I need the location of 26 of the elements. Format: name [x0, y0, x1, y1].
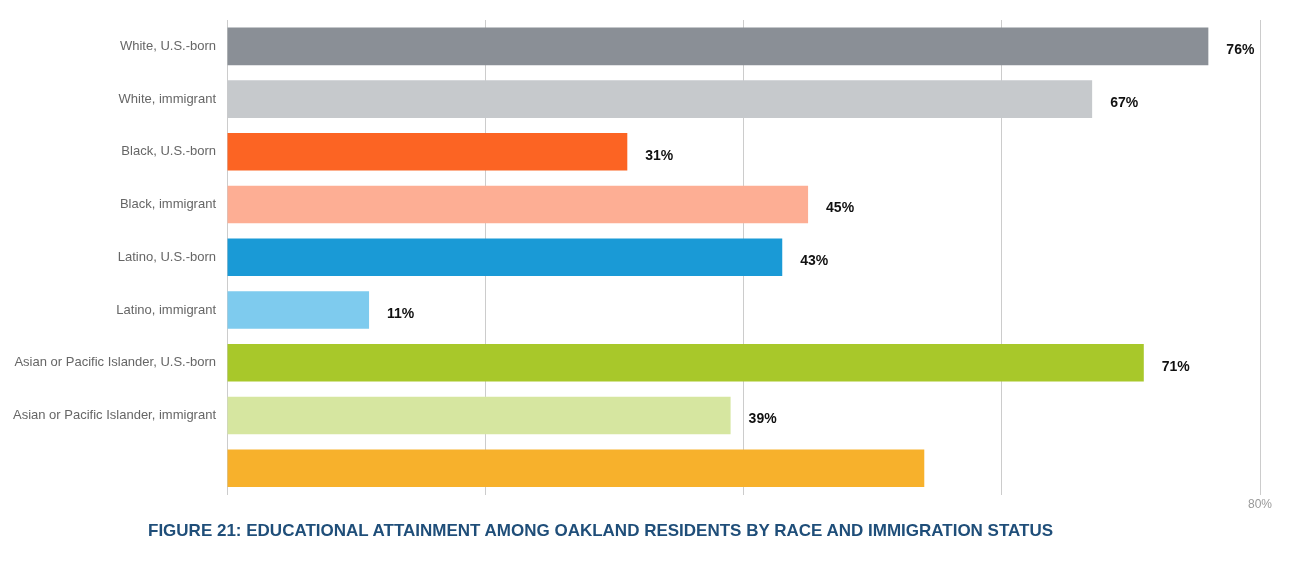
- data-label: 71%: [1161, 357, 1191, 374]
- data-label: 67%: [1110, 93, 1139, 110]
- text: FIGURE 21: EDUCATIONAL ATTAINMENT AMONG OAKLAND RESIDENTS BY RACE AND IMMIGRATION STATUS: [148, 520, 1055, 542]
- x-tick-label: 80%: [1247, 497, 1273, 512]
- bar: [227, 185, 809, 224]
- y-tick-label: Black, U.S.-born: [121, 143, 217, 159]
- y-tick-label: Latino, immigrant: [116, 301, 217, 317]
- y-tick-label: White, U.S.-born: [119, 37, 217, 53]
- y-tick-label: Latino, U.S.-born: [117, 248, 217, 264]
- bar: [227, 291, 370, 329]
- bar: [227, 238, 783, 277]
- bar: [227, 133, 628, 171]
- data-label: 39%: [748, 410, 778, 427]
- data-label: 11%: [387, 304, 415, 321]
- data-label: 43%: [800, 252, 829, 269]
- y-tick-label: Black, immigrant: [119, 196, 217, 212]
- bar: [227, 449, 925, 488]
- data-label: 76%: [1226, 41, 1255, 58]
- bar: [227, 396, 731, 435]
- bar: [227, 27, 1209, 66]
- y-tick-label: Asian or Pacific Islander, immigrant: [12, 407, 217, 423]
- data-label: 31%: [645, 146, 674, 163]
- y-tick-label: Asian or Pacific Islander, U.S.-born: [14, 354, 217, 370]
- y-tick-label: White, immigrant: [118, 90, 217, 106]
- bar: [227, 343, 1144, 382]
- data-label: 45%: [826, 199, 855, 216]
